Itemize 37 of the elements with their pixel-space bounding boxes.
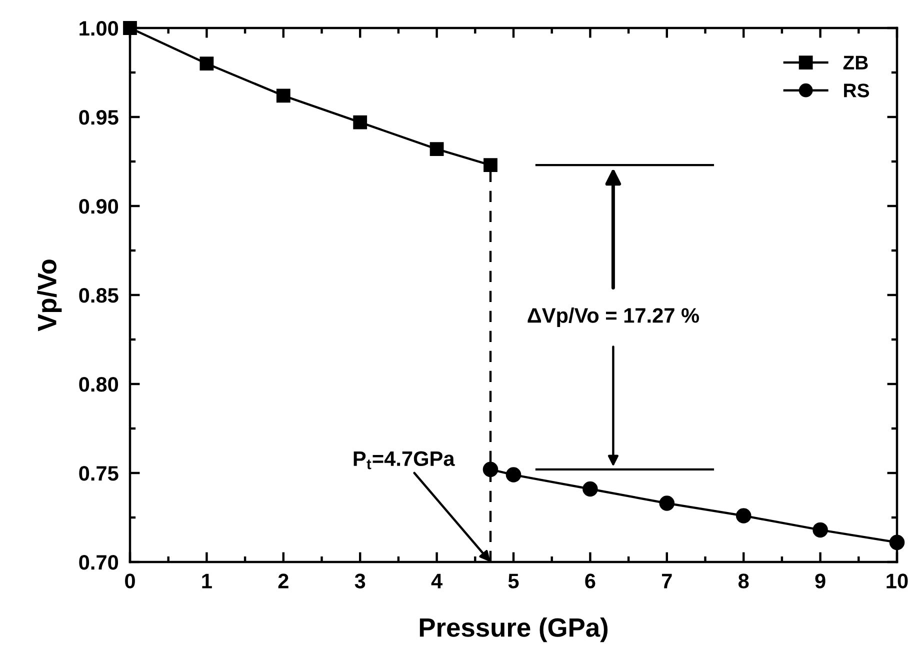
y-tick-label: 1.00 [80,21,118,36]
x-tick-label: 10 [886,574,908,588]
x-tick-label: 6 [585,574,596,588]
y-tick-label: 0.80 [79,377,118,392]
x-axis-title: Pressure (GPa) [420,618,608,642]
x-tick-label: 1 [202,574,212,588]
point [482,462,498,478]
legend-label: ZB [843,56,868,70]
y-tick-label: 0.75 [79,466,118,481]
point [659,496,675,511]
point [353,115,368,130]
y-tick-label: 0.95 [79,110,118,125]
y-tick-label: 0.70 [79,555,118,570]
y-tick-label: 0.90 [79,199,118,214]
x-tick-label: 7 [662,574,672,588]
point [506,467,522,482]
y-axis-title: Vp/Vo [37,260,62,332]
x-tick-label: 2 [278,574,288,588]
point [123,21,137,35]
point [889,534,905,550]
point [736,508,752,524]
point [276,88,290,103]
x-tick-label: 0 [125,574,135,588]
x-tick-label: 4 [431,574,442,588]
point [430,142,444,156]
x-tick-label: 3 [354,574,366,588]
x-tick-label: 9 [815,574,826,588]
x-tick-label: 5 [508,574,519,588]
annotation: ΔVp/Vo = 17.27 % [528,308,699,327]
point [484,158,498,172]
legend-label: RS [844,84,870,98]
x-tick-label: 8 [738,574,749,588]
y-tick-label: 0.85 [79,288,118,303]
point [812,522,828,538]
annotation: P$_{t}$=4.7GPa [354,451,455,470]
point [582,481,598,497]
point [200,56,214,71]
